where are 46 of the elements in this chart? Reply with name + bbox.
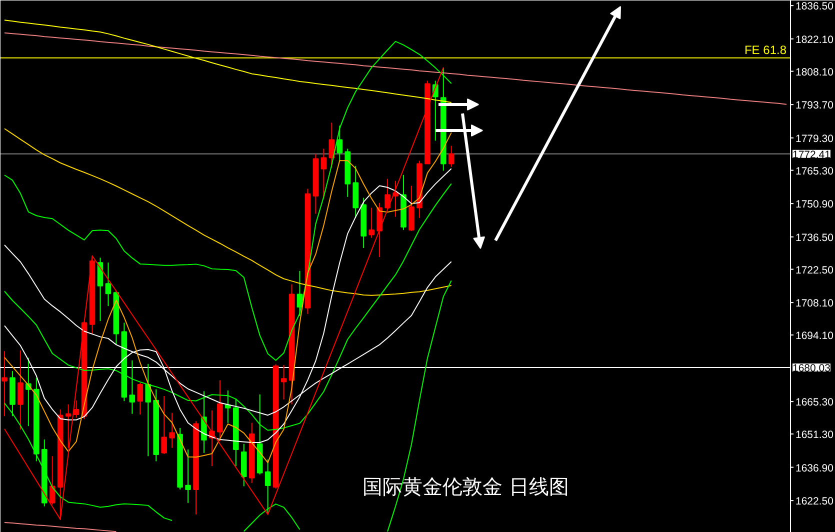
- candlestick: [49, 456, 56, 506]
- y-tick-label: 1722.50: [796, 264, 834, 276]
- candlestick: [65, 404, 72, 448]
- y-tick-label: 1665.30: [796, 396, 834, 409]
- candlestick: [2, 350, 8, 417]
- line-series: [4, 32, 788, 105]
- y-tick-label: 1822.10: [796, 34, 834, 46]
- candlestick: [73, 400, 80, 418]
- line-series: [4, 40, 452, 361]
- y-tick-label: 1779.30: [796, 132, 834, 145]
- annotation: FE 61.8: [744, 42, 787, 57]
- line-series: [4, 67, 444, 520]
- line-series: [4, 128, 452, 296]
- candlestick: [137, 382, 144, 416]
- candlestick: [18, 350, 24, 430]
- candlestick: [336, 125, 343, 162]
- y-tick-label: 1694.10: [796, 330, 834, 342]
- candlestick: [280, 364, 287, 400]
- y-tick-label: 1636.90: [796, 462, 834, 474]
- candlestick: [328, 122, 335, 168]
- y-tick-label: 1708.10: [796, 298, 834, 310]
- y-tick-label: 1651.30: [796, 428, 834, 441]
- candlestick: [161, 396, 167, 454]
- line-series: [4, 132, 452, 464]
- y-tick-label: 1793.70: [796, 100, 834, 112]
- y-tick-label: 1808.10: [796, 66, 834, 78]
- candlestick: [105, 262, 112, 307]
- candlestick: [264, 458, 271, 515]
- candlestick: [185, 448, 191, 504]
- y-tick-label: 1765.30: [796, 165, 834, 178]
- y-tick-label: 1736.50: [796, 232, 834, 244]
- candlestick: [376, 202, 382, 258]
- y-tick-label: 1750.90: [796, 198, 834, 211]
- line-series: [4, 522, 117, 532]
- y-tick-label: 1622.50: [796, 496, 834, 508]
- ref-line-label: 1772.41: [792, 148, 831, 161]
- candlestick: [129, 360, 136, 414]
- ref-line-label: 1680.03: [792, 362, 831, 375]
- y-tick-label: 1836.50: [796, 0, 834, 13]
- candlestick: [368, 207, 374, 238]
- candlestick: [320, 148, 327, 200]
- candlestick: [408, 185, 414, 232]
- candlestick: [225, 390, 231, 424]
- candlestick: [384, 178, 390, 210]
- candlestick: [169, 412, 175, 448]
- candlestick: [448, 145, 454, 168]
